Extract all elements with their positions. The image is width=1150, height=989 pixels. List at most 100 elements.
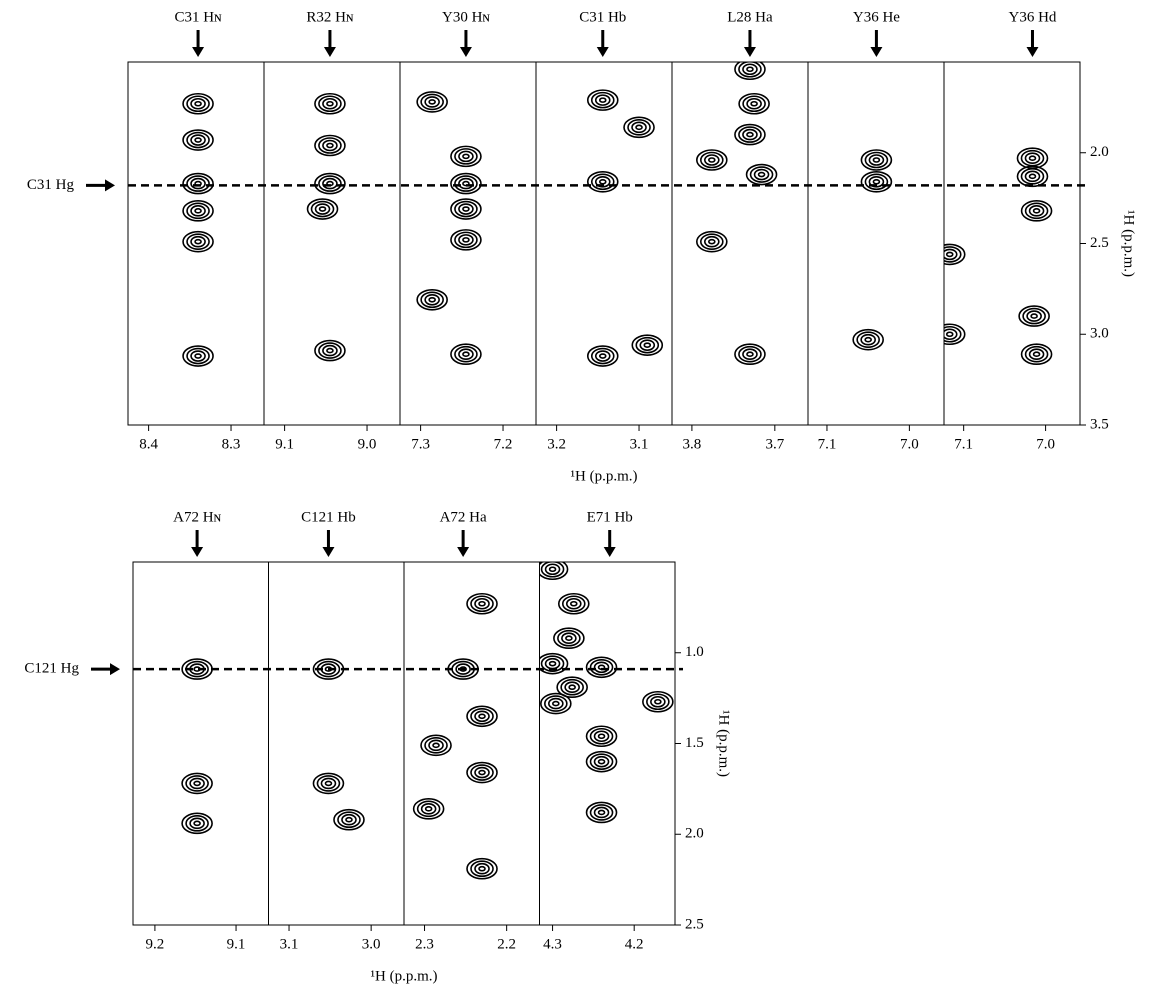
contour xyxy=(599,734,605,738)
contour xyxy=(323,140,337,150)
x-tick-label: 7.0 xyxy=(1036,436,1055,452)
strip-frame xyxy=(269,562,405,925)
contour xyxy=(1030,349,1044,359)
contour xyxy=(323,346,337,356)
contour xyxy=(1034,352,1040,356)
x-tick-label: 9.1 xyxy=(227,936,246,952)
peak xyxy=(315,94,345,114)
y-axis-label: ¹H (p.p.m.) xyxy=(716,710,732,777)
contour xyxy=(195,240,201,244)
strip-label: R32 Hɴ xyxy=(306,9,354,25)
x-tick-label: 8.3 xyxy=(222,436,241,452)
peak xyxy=(643,692,673,712)
contour xyxy=(190,818,204,828)
peak xyxy=(1017,148,1047,168)
x-tick-label: 8.4 xyxy=(139,436,158,452)
contour xyxy=(463,352,469,356)
x-tick-label: 4.2 xyxy=(625,936,644,952)
peak xyxy=(467,859,497,879)
peak xyxy=(182,813,212,833)
contour xyxy=(595,662,609,672)
contour xyxy=(1027,311,1041,321)
x-tick-label: 9.1 xyxy=(275,436,294,452)
strip-frame xyxy=(400,62,536,425)
arrow-head xyxy=(105,179,115,191)
peak xyxy=(182,773,212,793)
strip-label: A72 Hɴ xyxy=(173,509,221,525)
x-axis-label: ¹H (p.p.m.) xyxy=(371,968,438,984)
contour xyxy=(195,354,201,358)
contour xyxy=(869,155,883,165)
contour xyxy=(475,768,489,778)
contour xyxy=(342,815,356,825)
contour xyxy=(596,351,610,361)
contour xyxy=(327,143,333,147)
strip-label: C31 Hb xyxy=(579,9,626,25)
peak xyxy=(417,290,447,310)
strip-label: Y30 Hɴ xyxy=(442,9,490,25)
contour xyxy=(463,154,469,158)
x-tick-label: 9.0 xyxy=(358,436,377,452)
strip-frame xyxy=(808,62,944,425)
contour xyxy=(191,99,205,109)
contour xyxy=(546,659,560,669)
contour xyxy=(1029,174,1035,178)
contour xyxy=(191,237,205,247)
contour xyxy=(640,340,654,350)
x-tick-label: 3.1 xyxy=(630,436,649,452)
contour xyxy=(861,335,875,345)
peak xyxy=(735,344,765,364)
contour xyxy=(549,699,563,709)
arrow-head xyxy=(597,47,609,57)
contour xyxy=(429,740,443,750)
peak xyxy=(308,199,338,219)
contour xyxy=(595,757,609,767)
arrow-head xyxy=(744,47,756,57)
strip-peaks xyxy=(697,59,777,364)
arrow-head xyxy=(192,47,204,57)
contour xyxy=(565,682,579,692)
x-tick-label: 3.7 xyxy=(765,436,784,452)
contour xyxy=(459,204,473,214)
figure: 8.48.3C31 Hɴ9.19.0R32 Hɴ7.37.2Y30 Hɴ3.23… xyxy=(0,0,1150,989)
strip-frame xyxy=(672,62,808,425)
strip-label: C121 Hb xyxy=(301,509,356,525)
x-tick-label: 7.0 xyxy=(900,436,919,452)
strip-peaks xyxy=(183,94,213,366)
contour xyxy=(596,95,610,105)
peak xyxy=(315,341,345,361)
peak xyxy=(451,199,481,219)
arrow-head xyxy=(460,47,472,57)
contour xyxy=(479,771,485,775)
contour xyxy=(195,209,201,213)
contour xyxy=(425,97,439,107)
peak xyxy=(183,346,213,366)
contour xyxy=(191,179,205,189)
y-tick-label: 2.0 xyxy=(685,826,704,842)
x-tick-label: 2.2 xyxy=(497,936,516,952)
peak xyxy=(541,694,571,714)
peak xyxy=(935,324,965,344)
peak xyxy=(1022,201,1052,221)
contour xyxy=(425,295,439,305)
peak xyxy=(313,773,343,793)
contour xyxy=(422,804,436,814)
contour xyxy=(600,98,606,102)
arrow-head xyxy=(457,547,469,557)
x-tick-label: 2.3 xyxy=(415,936,434,952)
peak xyxy=(554,628,584,648)
peak xyxy=(587,752,617,772)
contour xyxy=(191,206,205,216)
strip-label: C31 Hɴ xyxy=(175,9,223,25)
contour xyxy=(327,349,333,353)
strip-label: Y36 Hd xyxy=(1009,9,1057,25)
peak xyxy=(739,94,769,114)
contour xyxy=(323,99,337,109)
peak xyxy=(697,232,727,252)
contour xyxy=(571,602,577,606)
x-tick-label: 3.0 xyxy=(362,936,381,952)
contour xyxy=(747,133,753,137)
peak xyxy=(315,174,345,194)
contour xyxy=(1025,171,1039,181)
arrow-head xyxy=(324,47,336,57)
